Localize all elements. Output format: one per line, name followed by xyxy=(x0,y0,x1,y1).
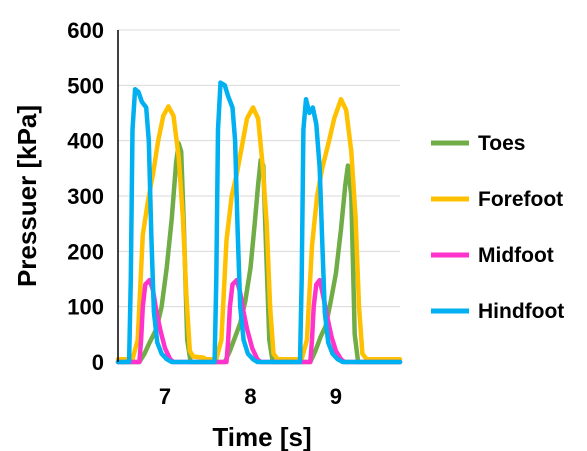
legend-label-hindfoot: Hindfoot xyxy=(478,300,564,323)
tick-labels: 0 100 200 300 400 500 600 7 8 9 xyxy=(67,18,342,409)
y-tick-label: 500 xyxy=(67,73,104,98)
series-lines xyxy=(115,80,403,365)
legend-label-midfoot: Midfoot xyxy=(478,244,554,267)
x-axis-title: Time [s] xyxy=(212,422,311,451)
legend-label-toes: Toes xyxy=(478,132,525,155)
y-axis-title: Pressuer [kPa] xyxy=(12,105,42,287)
legend-label-forefoot: Forefoot xyxy=(478,188,563,211)
x-tick-label: 7 xyxy=(159,384,171,409)
y-tick-label: 600 xyxy=(67,18,104,43)
x-tick-label: 8 xyxy=(244,384,256,409)
y-tick-label: 200 xyxy=(67,239,104,264)
series-line-toes xyxy=(115,141,403,365)
y-tick-label: 300 xyxy=(67,184,104,209)
x-tick-label: 9 xyxy=(330,384,342,409)
series-line-forefoot xyxy=(115,96,403,362)
series-line-hindfoot xyxy=(115,80,403,365)
y-tick-label: 100 xyxy=(67,295,104,320)
legend: Toes Forefoot Midfoot Hindfoot xyxy=(431,132,564,323)
y-tick-label: 400 xyxy=(67,129,104,154)
y-tick-label: 0 xyxy=(92,350,104,375)
